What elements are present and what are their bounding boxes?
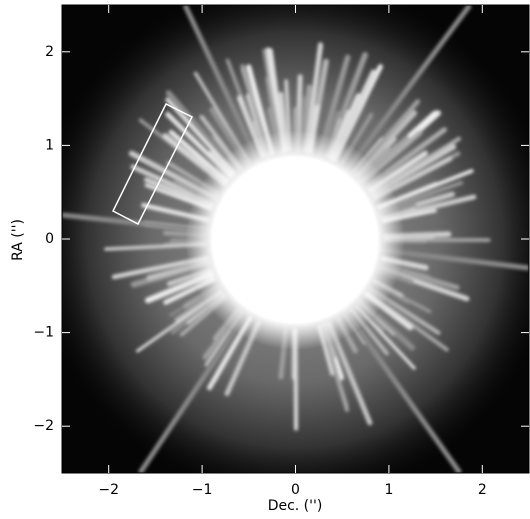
- y-axis-label: RA (''): [10, 219, 26, 261]
- y-tick-label: −2: [33, 418, 54, 434]
- y-tick-label: 0: [45, 231, 54, 247]
- y-tick-label: 1: [45, 137, 54, 153]
- x-axis-label: Dec. (''): [268, 498, 323, 514]
- star-image: [35, 0, 530, 500]
- y-tick-label: −1: [33, 325, 54, 341]
- x-tick-label: 0: [291, 482, 300, 498]
- saturated-core: [185, 130, 405, 350]
- y-tick-label: 2: [45, 44, 54, 60]
- x-tick-label: −1: [192, 482, 213, 498]
- x-tick-label: 2: [478, 482, 487, 498]
- x-tick-label: −2: [98, 482, 119, 498]
- x-tick-label: 1: [384, 482, 393, 498]
